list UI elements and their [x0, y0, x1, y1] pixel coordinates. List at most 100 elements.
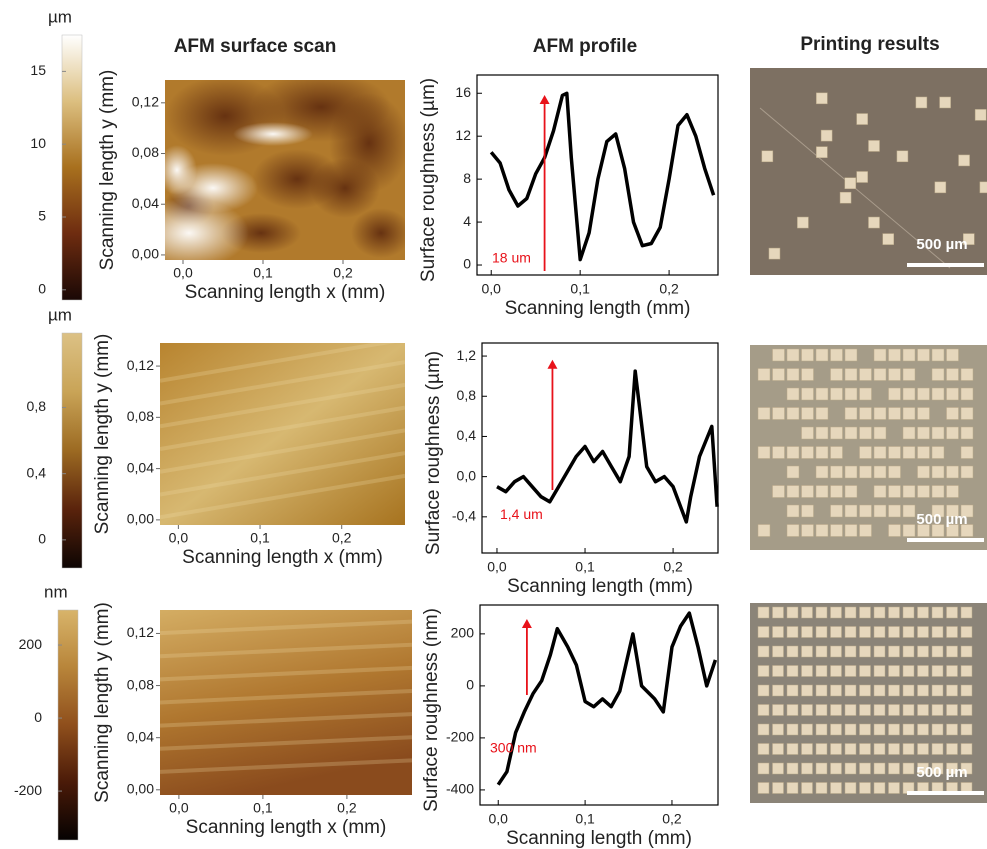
- printed-square: [932, 447, 944, 459]
- colorbar: [62, 35, 82, 300]
- x-tick-label: 0,1: [575, 559, 595, 575]
- page: AFM surface scan AFM profile Printing re…: [0, 0, 987, 849]
- printed-square: [816, 646, 827, 657]
- printed-square: [961, 427, 973, 439]
- printed-square: [787, 763, 798, 774]
- printed-square: [961, 369, 973, 381]
- printed-square: [932, 466, 944, 478]
- x-axis-label: Scanning length x (mm): [185, 282, 386, 303]
- y-axis-label: Surface roughness (nm): [421, 608, 442, 812]
- printed-square: [860, 388, 872, 400]
- x-tick-label: 0,1: [253, 800, 273, 816]
- printed-square: [903, 427, 915, 439]
- colorbar: [58, 610, 78, 840]
- printed-square: [831, 744, 842, 755]
- printed-square: [961, 666, 972, 677]
- printed-square: [845, 646, 856, 657]
- printed-square: [947, 607, 958, 618]
- printed-square: [903, 486, 915, 498]
- printed-square: [961, 705, 972, 716]
- plot-frame: [480, 605, 718, 805]
- y-tick-label: 0,08: [127, 408, 154, 424]
- printed-square: [773, 763, 784, 774]
- printed-square: [802, 486, 814, 498]
- figure: AFM surface scan AFM profile Printing re…: [0, 0, 987, 849]
- printed-square: [918, 466, 930, 478]
- printed-square: [816, 607, 827, 618]
- y-tick-label: 0,8: [457, 387, 477, 403]
- printed-square: [845, 408, 857, 420]
- printed-square: [947, 627, 958, 638]
- printed-square: [889, 408, 901, 420]
- printed-square: [932, 349, 944, 361]
- colorbar-unit: nm: [44, 582, 68, 601]
- printed-square: [918, 685, 929, 696]
- printed-square: [874, 505, 886, 517]
- printed-square: [831, 369, 843, 381]
- printed-square: [961, 607, 972, 618]
- printed-square: [889, 447, 901, 459]
- printed-square: [874, 783, 885, 794]
- printed-square: [787, 505, 799, 517]
- printed-square: [769, 248, 780, 259]
- printed-square: [903, 646, 914, 657]
- x-axis-label: Scanning length (mm): [505, 298, 691, 319]
- printed-square: [961, 466, 973, 478]
- printed-square: [903, 505, 915, 517]
- x-tick-label: 0,0: [489, 811, 509, 827]
- printed-square: [903, 607, 914, 618]
- printed-square: [918, 388, 930, 400]
- printed-square: [940, 97, 951, 108]
- printed-square: [947, 646, 958, 657]
- printed-square: [903, 447, 915, 459]
- y-tick-label: 0: [466, 677, 474, 693]
- printed-square: [932, 369, 944, 381]
- printed-square: [816, 783, 827, 794]
- printed-square: [903, 705, 914, 716]
- printed-square: [787, 783, 798, 794]
- printed-square: [787, 685, 798, 696]
- printed-square: [889, 505, 901, 517]
- annotation-label: 1,4 um: [500, 506, 543, 522]
- printed-square: [889, 724, 900, 735]
- printed-square: [961, 646, 972, 657]
- printed-square: [918, 486, 930, 498]
- printed-square: [889, 705, 900, 716]
- profile-line: [491, 93, 713, 259]
- printed-square: [874, 607, 885, 618]
- printed-square: [758, 705, 769, 716]
- printed-square: [860, 627, 871, 638]
- printed-square: [802, 525, 814, 537]
- printed-square: [903, 349, 915, 361]
- printed-square: [816, 408, 828, 420]
- printed-square: [802, 349, 814, 361]
- y-axis-label: Scanning length y (mm): [92, 602, 113, 803]
- printed-square: [802, 447, 814, 459]
- printed-square: [758, 369, 770, 381]
- printed-square: [802, 427, 814, 439]
- printed-square: [787, 369, 799, 381]
- annotation-label: 18 um: [492, 250, 531, 266]
- printed-square: [816, 147, 827, 158]
- printed-square: [758, 447, 770, 459]
- printed-square: [889, 685, 900, 696]
- printed-square: [961, 388, 973, 400]
- y-axis-label: Surface roughness (µm): [423, 351, 444, 555]
- x-tick-label: 0,1: [250, 530, 270, 546]
- y-tick-label: -0,4: [452, 508, 476, 524]
- x-tick-label: 0,1: [570, 281, 590, 297]
- printed-square: [845, 466, 857, 478]
- printed-square: [932, 427, 944, 439]
- printed-square: [831, 724, 842, 735]
- printed-square: [874, 408, 886, 420]
- x-tick-label: 0,2: [662, 811, 682, 827]
- printed-square: [903, 666, 914, 677]
- printed-square: [831, 607, 842, 618]
- y-axis-label: Scanning length y (mm): [92, 334, 113, 535]
- x-tick-label: 0,0: [169, 800, 189, 816]
- printed-square: [889, 607, 900, 618]
- printed-square: [773, 349, 785, 361]
- printed-square: [903, 685, 914, 696]
- printed-square: [961, 627, 972, 638]
- y-tick-label: 200: [451, 625, 475, 641]
